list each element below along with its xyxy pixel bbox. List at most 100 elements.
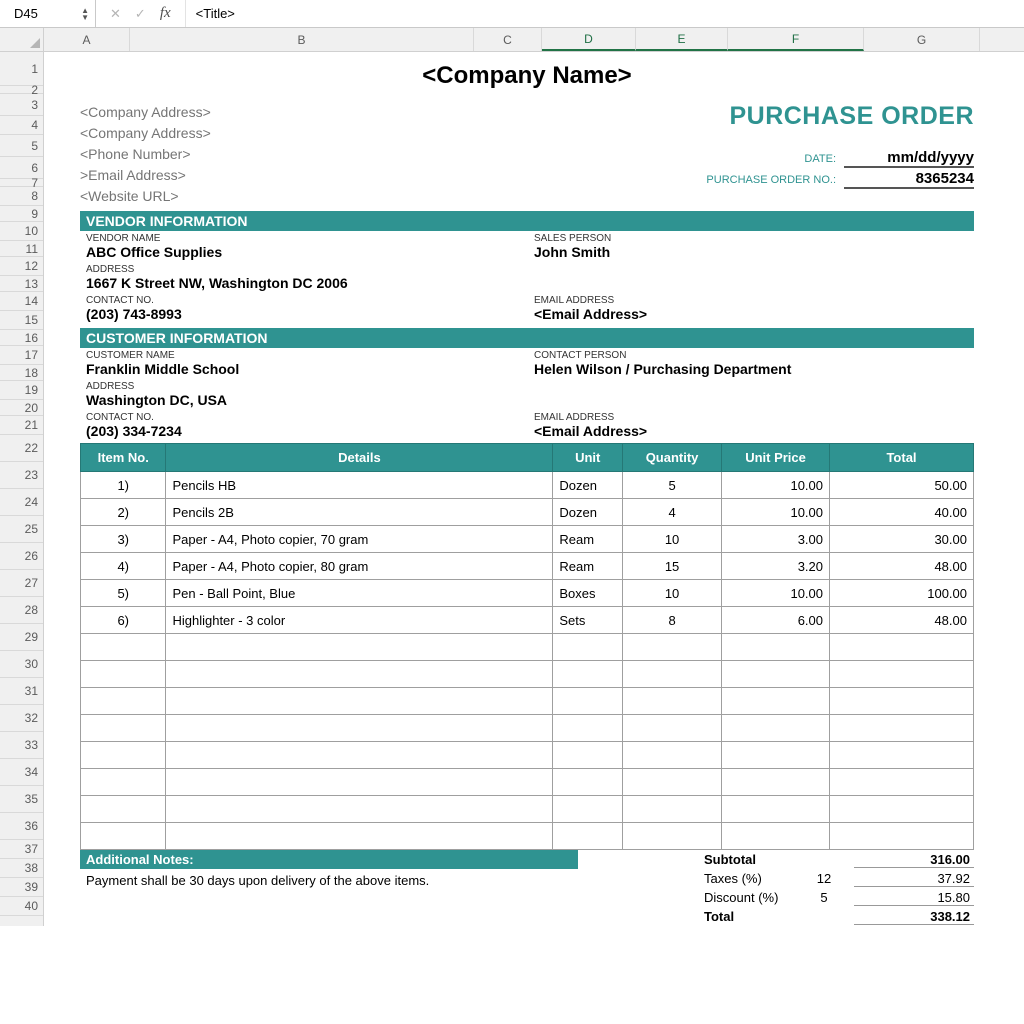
discount-label: Discount (%) bbox=[644, 890, 794, 905]
th-unit: Unit bbox=[553, 444, 623, 472]
row-header-28[interactable]: 28 bbox=[0, 597, 43, 624]
table-row[interactable]: 1)Pencils HBDozen510.0050.00 bbox=[81, 472, 974, 499]
row-header-32[interactable]: 32 bbox=[0, 705, 43, 732]
column-header-A[interactable]: A bbox=[44, 28, 130, 51]
salesperson-name: John Smith bbox=[528, 244, 974, 262]
po-number-label: PURCHASE ORDER NO.: bbox=[706, 174, 836, 186]
row-header-19[interactable]: 19 bbox=[0, 381, 43, 400]
table-row-empty[interactable] bbox=[81, 742, 974, 769]
cell-ref-text: D45 bbox=[14, 6, 38, 21]
row-header-21[interactable]: 21 bbox=[0, 416, 43, 435]
taxes-pct: 12 bbox=[794, 871, 854, 886]
row-header-17[interactable]: 17 bbox=[0, 346, 43, 365]
discount-value: 15.80 bbox=[854, 890, 974, 906]
row-header-31[interactable]: 31 bbox=[0, 678, 43, 705]
customer-address-label: ADDRESS bbox=[80, 379, 974, 392]
po-title: PURCHASE ORDER bbox=[706, 102, 974, 131]
row-header-36[interactable]: 36 bbox=[0, 813, 43, 840]
row-header-4[interactable]: 4 bbox=[0, 116, 43, 135]
table-row-empty[interactable] bbox=[81, 796, 974, 823]
address-line: <Company Address> bbox=[80, 123, 211, 144]
company-name: <Company Name> bbox=[80, 52, 974, 90]
row-header-33[interactable]: 33 bbox=[0, 732, 43, 759]
table-row-empty[interactable] bbox=[81, 823, 974, 850]
cancel-icon[interactable]: ✕ bbox=[110, 6, 121, 22]
taxes-value: 37.92 bbox=[854, 871, 974, 887]
table-row-empty[interactable] bbox=[81, 688, 974, 715]
row-header-13[interactable]: 13 bbox=[0, 276, 43, 292]
row-header-11[interactable]: 11 bbox=[0, 241, 43, 257]
row-header-34[interactable]: 34 bbox=[0, 759, 43, 786]
row-header-1[interactable]: 1 bbox=[0, 52, 43, 86]
table-row-empty[interactable] bbox=[81, 715, 974, 742]
contact-person-label: CONTACT PERSON bbox=[528, 348, 974, 361]
table-row[interactable]: 2)Pencils 2BDozen410.0040.00 bbox=[81, 499, 974, 526]
column-header-G[interactable]: G bbox=[864, 28, 980, 51]
stepper-icon[interactable]: ▲▼ bbox=[81, 7, 95, 21]
address-line: <Company Address> bbox=[80, 102, 211, 123]
row-header-23[interactable]: 23 bbox=[0, 462, 43, 489]
vendor-name-label: VENDOR NAME bbox=[80, 231, 526, 244]
table-row[interactable]: 6)Highlighter - 3 colorSets86.0048.00 bbox=[81, 607, 974, 634]
row-header-22[interactable]: 22 bbox=[0, 435, 43, 462]
table-row-empty[interactable] bbox=[81, 634, 974, 661]
row-header-38[interactable]: 38 bbox=[0, 859, 43, 878]
fx-icon[interactable]: fx bbox=[160, 5, 171, 22]
row-header-37[interactable]: 37 bbox=[0, 840, 43, 859]
table-row-empty[interactable] bbox=[81, 661, 974, 688]
customer-address: Washington DC, USA bbox=[80, 392, 974, 410]
po-number-value[interactable]: 8365234 bbox=[844, 170, 974, 189]
row-header-2[interactable]: 2 bbox=[0, 86, 43, 94]
row-header-39[interactable]: 39 bbox=[0, 878, 43, 897]
column-header-C[interactable]: C bbox=[474, 28, 542, 51]
row-header-14[interactable]: 14 bbox=[0, 292, 43, 311]
row-header-3[interactable]: 3 bbox=[0, 94, 43, 116]
subtotal-value: 316.00 bbox=[854, 852, 974, 868]
notes-text: Payment shall be 30 days upon delivery o… bbox=[80, 869, 578, 892]
table-row-empty[interactable] bbox=[81, 769, 974, 796]
row-header-12[interactable]: 12 bbox=[0, 257, 43, 276]
row-header-7[interactable]: 7 bbox=[0, 179, 43, 187]
cell-reference[interactable]: D45 ▲▼ bbox=[0, 0, 96, 27]
table-row[interactable]: 4)Paper - A4, Photo copier, 80 gramReam1… bbox=[81, 553, 974, 580]
row-header-15[interactable]: 15 bbox=[0, 311, 43, 330]
row-header-10[interactable]: 10 bbox=[0, 222, 43, 241]
customer-email: <Email Address> bbox=[528, 423, 974, 441]
row-header-16[interactable]: 16 bbox=[0, 330, 43, 346]
th-unit-price: Unit Price bbox=[722, 444, 830, 472]
vendor-contact-label: CONTACT NO. bbox=[80, 293, 526, 306]
date-value[interactable]: mm/dd/yyyy bbox=[844, 149, 974, 168]
row-header-18[interactable]: 18 bbox=[0, 365, 43, 381]
row-header-24[interactable]: 24 bbox=[0, 489, 43, 516]
total-label: Total bbox=[644, 909, 794, 924]
vendor-contact: (203) 743-8993 bbox=[80, 306, 526, 324]
notes-header: Additional Notes: bbox=[80, 850, 578, 869]
customer-name-label: CUSTOMER NAME bbox=[80, 348, 526, 361]
row-header-35[interactable]: 35 bbox=[0, 786, 43, 813]
row-header-29[interactable]: 29 bbox=[0, 624, 43, 651]
column-header-D[interactable]: D bbox=[542, 28, 636, 51]
row-header-25[interactable]: 25 bbox=[0, 516, 43, 543]
row-header-27[interactable]: 27 bbox=[0, 570, 43, 597]
accept-icon[interactable]: ✓ bbox=[135, 6, 146, 22]
sheet[interactable]: ABCDEFG <Company Name> <Company Address>… bbox=[44, 28, 1024, 926]
row-header-8[interactable]: 8 bbox=[0, 187, 43, 206]
select-all-corner[interactable] bbox=[0, 28, 43, 52]
contact-person: Helen Wilson / Purchasing Department bbox=[528, 361, 974, 379]
row-header-30[interactable]: 30 bbox=[0, 651, 43, 678]
column-header-E[interactable]: E bbox=[636, 28, 728, 51]
column-header-B[interactable]: B bbox=[130, 28, 474, 51]
table-row[interactable]: 3)Paper - A4, Photo copier, 70 gramReam1… bbox=[81, 526, 974, 553]
row-header-5[interactable]: 5 bbox=[0, 135, 43, 157]
formula-value[interactable]: <Title> bbox=[186, 6, 235, 21]
vendor-email: <Email Address> bbox=[528, 306, 974, 324]
date-label: DATE: bbox=[804, 153, 836, 165]
vendor-address-label: ADDRESS bbox=[80, 262, 974, 275]
row-header-9[interactable]: 9 bbox=[0, 206, 43, 222]
row-header-20[interactable]: 20 bbox=[0, 400, 43, 416]
column-headers: ABCDEFG bbox=[44, 28, 1024, 52]
row-header-26[interactable]: 26 bbox=[0, 543, 43, 570]
column-header-F[interactable]: F bbox=[728, 28, 864, 51]
row-header-40[interactable]: 40 bbox=[0, 897, 43, 916]
table-row[interactable]: 5)Pen - Ball Point, BlueBoxes1010.00100.… bbox=[81, 580, 974, 607]
